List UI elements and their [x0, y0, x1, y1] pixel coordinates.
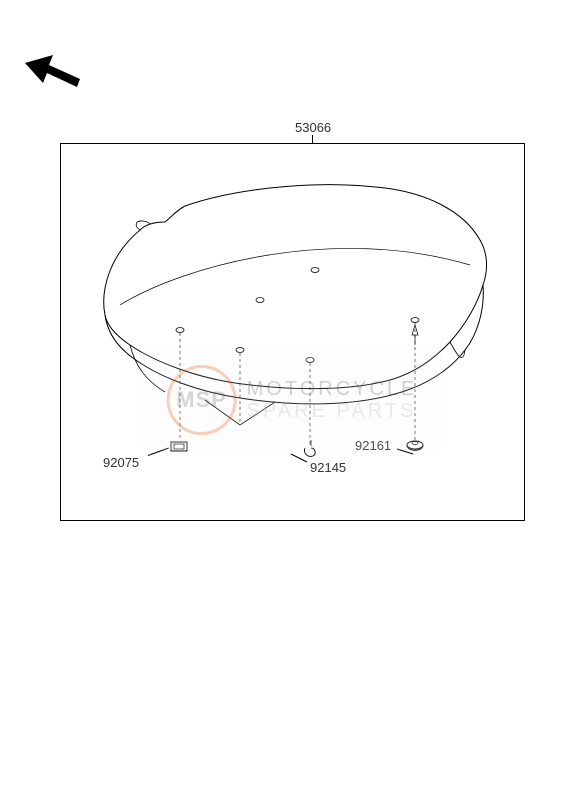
leader-line-53066 — [312, 135, 313, 143]
leader-line-92145 — [307, 460, 308, 461]
part-label-53066: 53066 — [295, 120, 331, 135]
front-direction-arrow — [25, 55, 85, 100]
part-label-92075: 92075 — [103, 455, 139, 470]
seat-assembly-drawing — [85, 170, 505, 475]
part-screw-right — [412, 325, 418, 345]
part-label-92145: 92145 — [310, 460, 346, 475]
part-damper-92075 — [171, 442, 187, 451]
leader-line-92161 — [397, 443, 417, 461]
part-label-92161: 92161 — [355, 438, 391, 453]
